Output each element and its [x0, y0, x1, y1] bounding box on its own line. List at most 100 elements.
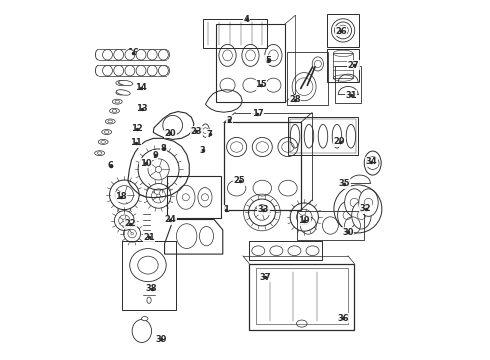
Ellipse shape	[132, 320, 151, 342]
Text: 20: 20	[164, 129, 176, 138]
Bar	[290, 119, 356, 153]
Text: 4: 4	[244, 15, 250, 24]
Text: 23: 23	[191, 127, 202, 136]
Bar	[335, 66, 362, 103]
Text: 39: 39	[155, 335, 167, 344]
Bar	[256, 268, 348, 324]
Text: 37: 37	[260, 273, 271, 282]
Ellipse shape	[95, 151, 104, 156]
Ellipse shape	[116, 90, 126, 95]
Circle shape	[106, 51, 113, 58]
Text: 25: 25	[234, 176, 245, 185]
Text: 11: 11	[130, 138, 142, 147]
Circle shape	[140, 67, 147, 74]
Ellipse shape	[292, 73, 316, 101]
Text: 30: 30	[343, 228, 354, 237]
Circle shape	[151, 51, 158, 58]
Text: 26: 26	[335, 27, 347, 36]
Text: 15: 15	[255, 80, 267, 89]
Text: 10: 10	[140, 158, 151, 167]
Text: 8: 8	[161, 144, 167, 153]
Text: 9: 9	[152, 151, 158, 160]
Ellipse shape	[201, 124, 209, 137]
Ellipse shape	[125, 49, 135, 60]
Ellipse shape	[102, 130, 112, 135]
Text: 32: 32	[360, 204, 371, 213]
Text: 36: 36	[337, 314, 349, 323]
Ellipse shape	[116, 81, 126, 85]
Text: 22: 22	[124, 219, 136, 228]
Text: 34: 34	[366, 157, 377, 166]
Circle shape	[140, 51, 147, 58]
Ellipse shape	[116, 90, 130, 95]
Bar	[333, 53, 353, 78]
Bar	[327, 49, 359, 82]
Bar	[288, 117, 358, 155]
Ellipse shape	[96, 66, 102, 76]
Ellipse shape	[102, 49, 113, 60]
Bar	[287, 52, 328, 105]
Ellipse shape	[105, 119, 115, 124]
Circle shape	[106, 67, 113, 74]
Ellipse shape	[102, 66, 113, 76]
Text: 14: 14	[135, 83, 147, 92]
Ellipse shape	[114, 66, 123, 76]
Bar	[122, 241, 176, 310]
Bar	[297, 211, 364, 240]
Ellipse shape	[312, 57, 323, 71]
Ellipse shape	[136, 49, 146, 60]
Text: 28: 28	[289, 95, 301, 104]
Text: 24: 24	[164, 215, 176, 224]
Circle shape	[128, 67, 136, 74]
Bar	[327, 14, 359, 47]
Bar	[216, 24, 285, 102]
Text: 27: 27	[348, 61, 360, 70]
Text: 5: 5	[265, 55, 271, 64]
Ellipse shape	[125, 66, 135, 76]
Text: 18: 18	[115, 193, 126, 202]
Bar	[224, 122, 301, 210]
Ellipse shape	[364, 151, 381, 175]
Ellipse shape	[142, 316, 148, 321]
Bar	[203, 19, 267, 48]
Circle shape	[151, 67, 158, 74]
Text: 13: 13	[136, 104, 148, 113]
Text: 31: 31	[345, 91, 357, 100]
Text: 29: 29	[334, 138, 345, 147]
Text: 17: 17	[251, 109, 263, 118]
Ellipse shape	[119, 80, 133, 86]
Ellipse shape	[352, 202, 371, 229]
Circle shape	[157, 67, 165, 74]
Circle shape	[157, 51, 165, 58]
Ellipse shape	[98, 139, 108, 144]
Text: 21: 21	[143, 233, 155, 242]
Ellipse shape	[158, 66, 169, 76]
Ellipse shape	[147, 66, 157, 76]
Circle shape	[128, 51, 136, 58]
Text: 1: 1	[222, 206, 228, 215]
Text: 12: 12	[131, 124, 143, 133]
Ellipse shape	[114, 49, 123, 60]
Text: 16: 16	[127, 49, 139, 58]
Ellipse shape	[147, 49, 157, 60]
Text: 3: 3	[200, 145, 205, 154]
Bar	[249, 241, 321, 260]
Ellipse shape	[164, 50, 170, 59]
Ellipse shape	[344, 189, 364, 216]
Ellipse shape	[96, 49, 102, 60]
Bar	[167, 176, 221, 218]
Ellipse shape	[136, 66, 146, 76]
Ellipse shape	[164, 66, 170, 75]
Text: 19: 19	[298, 216, 310, 225]
Bar	[249, 264, 354, 330]
Circle shape	[117, 67, 124, 74]
Text: 35: 35	[339, 179, 350, 188]
Ellipse shape	[110, 108, 120, 113]
Ellipse shape	[112, 99, 122, 104]
Ellipse shape	[359, 189, 378, 216]
Circle shape	[117, 51, 124, 58]
Ellipse shape	[158, 49, 169, 60]
Text: 33: 33	[258, 206, 269, 215]
Text: 2: 2	[226, 116, 232, 125]
Ellipse shape	[338, 202, 357, 229]
